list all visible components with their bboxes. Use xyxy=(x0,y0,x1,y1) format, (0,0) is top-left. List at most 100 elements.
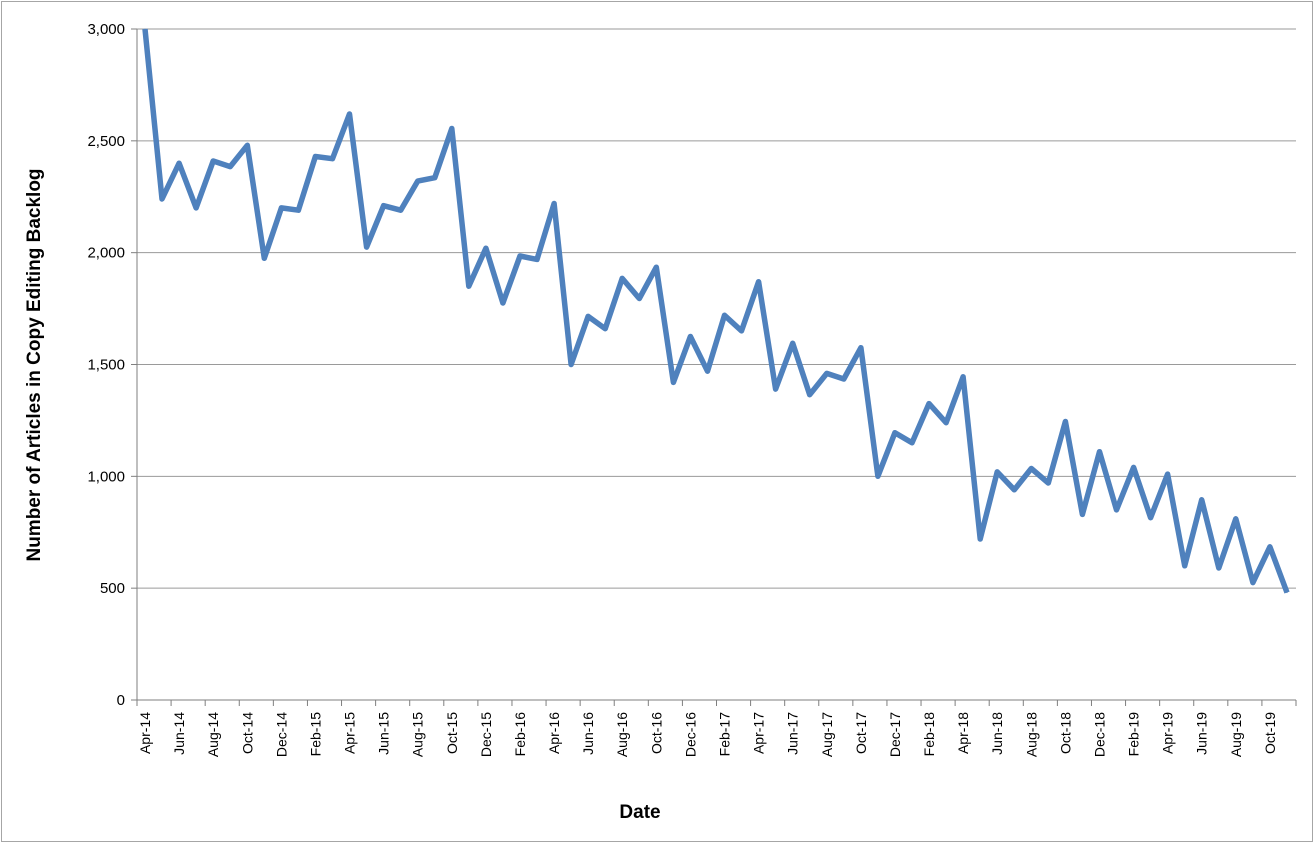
data-point xyxy=(1081,513,1083,515)
data-point xyxy=(826,372,828,374)
data-point xyxy=(587,315,589,317)
y-axis-title: Number of Articles in Copy Editing Backl… xyxy=(24,168,45,561)
data-point xyxy=(996,471,998,473)
y-tick-label: 2,500 xyxy=(87,133,125,150)
x-tick-label: Jun-15 xyxy=(376,712,392,755)
data-point xyxy=(604,328,606,330)
data-point xyxy=(383,205,385,207)
data-point xyxy=(400,209,402,211)
x-tick-label: Oct-18 xyxy=(1057,712,1073,754)
data-point xyxy=(1013,489,1015,491)
x-tick-label: Dec-15 xyxy=(478,712,494,757)
data-point xyxy=(707,370,708,372)
y-axis-ticks: 0 500 1,000 1,500 2,000 2,500 3,000 xyxy=(87,21,137,709)
x-tick-label: Apr-19 xyxy=(1160,712,1176,754)
y-tick-label: 500 xyxy=(100,580,125,597)
data-point xyxy=(519,255,521,257)
x-tick-label: Feb-17 xyxy=(717,712,733,757)
data-point xyxy=(621,277,623,279)
x-tick-label: Oct-16 xyxy=(648,712,664,754)
data-point xyxy=(349,113,350,115)
data-point xyxy=(161,198,163,200)
data-point xyxy=(1184,565,1186,567)
x-tick-label: Apr-17 xyxy=(751,712,767,754)
data-point xyxy=(1252,582,1254,584)
data-point xyxy=(1030,468,1032,469)
x-tick-label: Dec-17 xyxy=(887,712,903,757)
x-tick-label: Aug-16 xyxy=(614,712,630,757)
x-tick-label: Feb-18 xyxy=(921,712,937,757)
x-tick-label: Oct-15 xyxy=(444,712,460,754)
data-point xyxy=(638,298,640,299)
data-point xyxy=(877,475,879,477)
data-point xyxy=(1047,482,1049,484)
data-point xyxy=(1286,592,1288,594)
data-point xyxy=(843,378,845,380)
data-point xyxy=(792,342,794,344)
data-point xyxy=(809,394,811,396)
data-point xyxy=(570,364,572,365)
data-point xyxy=(758,281,760,283)
data-point xyxy=(775,388,777,390)
data-point xyxy=(724,314,725,316)
data-point xyxy=(689,336,691,337)
data-point xyxy=(1167,473,1169,475)
x-tick-label: Jun-14 xyxy=(171,712,187,755)
y-tick-label: 1,000 xyxy=(87,468,125,485)
x-tick-label: Apr-15 xyxy=(342,712,358,754)
data-point xyxy=(1064,421,1066,422)
gridlines xyxy=(137,28,1296,589)
data-point xyxy=(979,538,981,540)
data-point xyxy=(229,166,231,168)
data-point xyxy=(860,347,862,349)
x-tick-label: Dec-18 xyxy=(1092,712,1108,757)
data-point xyxy=(502,302,504,304)
data-point xyxy=(1218,567,1220,569)
series-group xyxy=(142,28,1290,594)
data-point xyxy=(553,203,555,204)
y-tick-label: 2,000 xyxy=(87,245,125,262)
y-tick-label: 3,000 xyxy=(87,21,125,38)
data-point xyxy=(332,158,333,160)
x-tick-label: Oct-19 xyxy=(1262,712,1278,754)
x-tick-label: Apr-14 xyxy=(137,712,153,754)
x-tick-label: Aug-15 xyxy=(410,712,426,757)
x-tick-label: Dec-16 xyxy=(682,712,698,757)
y-tick-label: 1,500 xyxy=(87,357,125,374)
data-point xyxy=(212,160,214,162)
data-point xyxy=(741,330,742,332)
data-point xyxy=(451,128,453,129)
data-point xyxy=(417,180,419,182)
data-point xyxy=(945,422,947,424)
data-point xyxy=(1235,518,1237,520)
x-tick-label: Jun-17 xyxy=(785,712,801,755)
x-axis-title: Date xyxy=(619,802,660,823)
data-point xyxy=(314,156,316,157)
data-point xyxy=(263,257,265,259)
x-tick-label: Oct-14 xyxy=(239,712,255,754)
x-tick-label: Apr-16 xyxy=(546,712,562,754)
x-tick-label: Aug-14 xyxy=(205,712,221,757)
data-point xyxy=(178,162,180,164)
data-point xyxy=(1150,517,1152,519)
data-point xyxy=(1133,466,1135,468)
data-point xyxy=(297,209,299,211)
data-point xyxy=(655,266,657,268)
x-tick-label: Aug-17 xyxy=(819,712,835,757)
data-point xyxy=(1201,499,1203,501)
x-tick-label: Aug-19 xyxy=(1228,712,1244,757)
data-point xyxy=(672,381,674,383)
data-point xyxy=(195,207,197,209)
x-tick-label: Jun-16 xyxy=(580,712,596,755)
data-point xyxy=(434,177,436,179)
x-tick-label: Apr-18 xyxy=(955,712,971,754)
data-point xyxy=(246,144,248,146)
data-point xyxy=(1269,546,1271,548)
x-tick-label: Dec-14 xyxy=(273,712,289,757)
data-point xyxy=(468,285,470,287)
data-point xyxy=(1099,451,1100,453)
series-line xyxy=(142,28,1290,594)
data-point xyxy=(962,376,964,378)
data-point xyxy=(928,403,930,405)
